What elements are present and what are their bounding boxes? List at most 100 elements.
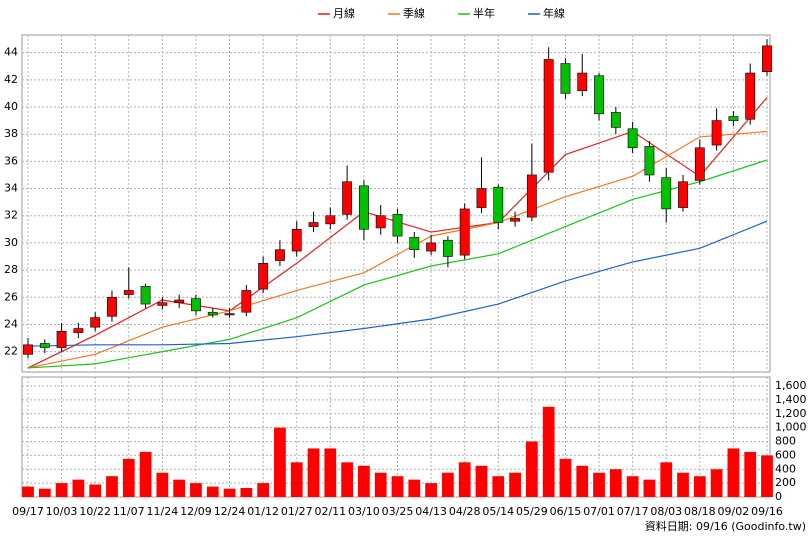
x-tick-label: 09/17 <box>12 505 44 518</box>
ma-line <box>27 220 768 347</box>
candle-body <box>510 218 520 222</box>
candle-body <box>308 222 319 227</box>
x-tick-label: 10/03 <box>46 505 78 518</box>
legend-label: 年線 <box>543 6 565 20</box>
x-tick-label: 04/13 <box>415 505 447 518</box>
y-tick-label: 24 <box>4 317 18 330</box>
x-tick-label: 01/27 <box>281 505 313 518</box>
volume-bar <box>173 479 186 497</box>
candle-body <box>258 262 269 290</box>
volume-bar <box>475 465 488 497</box>
volume-bar <box>190 483 202 497</box>
x-tick-label: 08/18 <box>684 505 716 518</box>
candle-body <box>728 116 739 121</box>
volume-bar <box>761 455 773 497</box>
x-tick-label: 12/24 <box>214 505 246 518</box>
volume-bar <box>425 483 437 497</box>
candle-body <box>275 249 285 261</box>
y-tick-label: 200 <box>775 476 796 489</box>
candle-body <box>39 343 50 348</box>
volume-bar <box>274 427 286 497</box>
volume-bar <box>458 462 471 497</box>
y-tick-label: 1,600 <box>775 379 807 392</box>
volume-bar <box>156 472 169 497</box>
candle-body <box>678 181 688 208</box>
volume-bar <box>374 472 387 497</box>
volume-bar <box>22 486 34 497</box>
volume-bar <box>55 483 68 497</box>
volume-bar <box>391 476 404 497</box>
candle-body <box>762 45 772 72</box>
candle-body <box>90 317 101 328</box>
volume-bar <box>643 479 656 497</box>
legend-label: 季線 <box>403 6 425 20</box>
volume-bar <box>72 479 85 497</box>
x-tick-label: 05/29 <box>516 505 548 518</box>
candle-body <box>476 188 487 208</box>
x-tick-label: 05/14 <box>482 505 514 518</box>
volume-bar <box>38 488 51 497</box>
y-tick-label: 38 <box>4 127 18 140</box>
x-tick-label: 03/25 <box>382 505 414 518</box>
candle-body <box>577 72 588 92</box>
ma-line <box>27 159 768 369</box>
candle-body <box>123 290 134 295</box>
candle-body <box>526 174 537 218</box>
candle-body <box>392 214 403 237</box>
y-tick-label: 34 <box>4 182 18 195</box>
volume-bar <box>307 448 320 497</box>
y-tick-label: 600 <box>775 448 796 461</box>
candle-body <box>325 215 336 225</box>
volume-bar <box>710 469 723 497</box>
x-tick-label: 03/10 <box>348 505 380 518</box>
candle-body <box>627 128 638 149</box>
candle-body <box>241 290 252 313</box>
legend-label: 半年 <box>473 6 495 20</box>
volume-bar <box>677 472 689 497</box>
candle-body <box>56 330 67 348</box>
candle-body <box>409 237 420 251</box>
candle-body <box>174 299 185 303</box>
y-tick-label: 400 <box>775 462 796 475</box>
candle-body <box>745 72 756 120</box>
x-tick-label: 09/02 <box>718 505 750 518</box>
y-tick-label: 26 <box>4 290 18 303</box>
volume-bar <box>122 458 135 497</box>
x-tick-label: 08/03 <box>650 505 682 518</box>
x-tick-label: 07/17 <box>617 505 649 518</box>
candle-body <box>291 229 302 252</box>
x-tick-label: 12/09 <box>180 505 212 518</box>
legend-label: 月線 <box>333 6 355 20</box>
candle-body <box>560 63 571 94</box>
y-tick-label: 1,400 <box>775 393 807 406</box>
x-tick-label: 06/15 <box>550 505 582 518</box>
volume-bar <box>106 476 118 497</box>
x-tick-label: 09/16 <box>751 505 783 518</box>
volume-bar <box>744 451 757 497</box>
volume-bar <box>727 448 740 497</box>
volume-bar <box>693 476 706 497</box>
y-tick-label: 40 <box>4 100 18 113</box>
candle-body <box>73 328 84 333</box>
x-tick-label: 04/28 <box>449 505 481 518</box>
candle-body <box>459 208 470 256</box>
candle-body <box>224 313 235 316</box>
y-tick-label: 42 <box>4 73 18 86</box>
y-tick-label: 28 <box>4 263 18 276</box>
x-tick-label: 10/22 <box>79 505 111 518</box>
candle-body <box>157 302 168 306</box>
y-tick-label: 22 <box>4 345 18 358</box>
candle-body <box>543 59 554 173</box>
volume-bar <box>576 465 589 497</box>
x-tick-label: 01/12 <box>247 505 279 518</box>
volume-bar <box>609 469 622 497</box>
candle-body <box>594 75 604 115</box>
candle-body <box>610 112 621 128</box>
candle-body <box>493 186 504 223</box>
ma-line <box>27 130 768 369</box>
volume-bar <box>408 479 421 497</box>
footer: 資料日期: 09/16 (Goodinfo.tw) <box>645 519 806 533</box>
candle-body <box>23 344 33 355</box>
y-tick-label: 30 <box>4 236 18 249</box>
